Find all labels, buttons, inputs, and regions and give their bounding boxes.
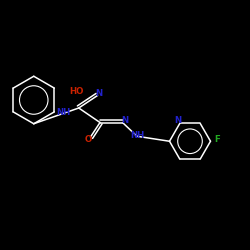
Text: N: N — [121, 116, 128, 125]
Text: HO: HO — [69, 88, 84, 96]
Text: N: N — [174, 116, 181, 125]
Text: NH: NH — [130, 131, 144, 140]
Text: N: N — [96, 89, 103, 98]
Text: O: O — [84, 135, 92, 144]
Text: NH: NH — [56, 108, 70, 117]
Text: F: F — [214, 136, 220, 144]
